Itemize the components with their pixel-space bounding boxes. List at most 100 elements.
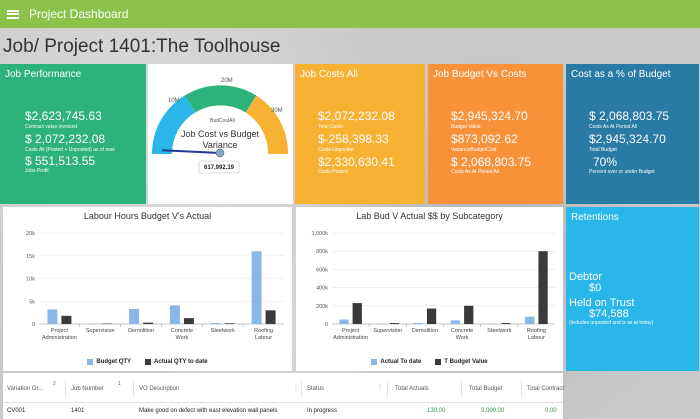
tile-title: Retentions xyxy=(571,212,619,223)
legend-swatch xyxy=(87,359,94,365)
y-tick-label: 0 xyxy=(32,322,35,328)
cell-total-actuals[interactable]: 130.00 xyxy=(427,408,446,414)
tile-title: Cost as a % of Budget xyxy=(571,69,671,80)
y-tick-label: 5k xyxy=(29,299,35,305)
x-tick-label: Supervision xyxy=(373,328,402,334)
app-title: Project Dashboard xyxy=(29,7,129,21)
x-tick-label: Roofing xyxy=(254,328,273,334)
column-header-job-number[interactable]: Job Number xyxy=(71,386,104,392)
chart-title: Labour Hours Budget V's Actual xyxy=(83,211,212,221)
y-tick-label: 10k xyxy=(26,277,35,283)
bar xyxy=(538,251,548,324)
gauge-tick-30m: 30M xyxy=(271,108,283,114)
retentions-tile[interactable]: Retentions Debtor $0 Held on Trust $74,5… xyxy=(566,207,699,371)
sort-indicator: 2 xyxy=(53,381,56,387)
job-costs-all-tile[interactable]: Job Costs All $2,072,232.08 Total Costs … xyxy=(295,64,425,204)
legend-swatch xyxy=(435,359,442,365)
chart-legend: Budget QTY Actual QTY to date xyxy=(3,359,292,365)
column-header-total-actuals[interactable]: Total Actuals xyxy=(395,386,429,392)
x-tick-label: Supervision xyxy=(86,328,115,334)
column-header-total-budget[interactable]: Total Budget xyxy=(469,386,503,392)
legend-label: Actual To date xyxy=(380,359,422,365)
y-tick-label: 20k xyxy=(26,231,35,237)
bar xyxy=(389,323,400,324)
costs-as-at-period-value: $ 2,068,803.75 xyxy=(451,155,532,169)
top-app-bar: Project Dashboard xyxy=(0,0,700,28)
bar xyxy=(487,323,498,325)
y-tick-label: 200k xyxy=(316,304,328,310)
x-tick-label: Work xyxy=(176,335,189,341)
contract-value-invoiced: $2,623,745.63 xyxy=(25,109,102,123)
y-tick-label: 800k xyxy=(316,249,328,255)
x-tick-label: Labour xyxy=(528,335,545,341)
cell-vo-description[interactable]: Make good on defect with east elevation … xyxy=(139,408,278,414)
lab-bud-actual-chart-card[interactable]: Lab Bud V Actual $$ by Subcategory 0 200k… xyxy=(296,207,563,371)
column-divider xyxy=(521,381,522,397)
column-header-variation[interactable]: Variation Or... xyxy=(7,386,44,392)
hamburger-menu-icon[interactable] xyxy=(7,9,19,19)
stat-label: Contract value invoiced xyxy=(25,124,77,130)
legend-label: Budget QTY xyxy=(96,359,132,365)
x-tick-label: Concrete xyxy=(171,328,193,334)
bar xyxy=(169,305,180,324)
x-tick-label: Labour xyxy=(255,335,272,341)
job-performance-tile[interactable]: Job Performance $2,623,745.63 Contract v… xyxy=(0,64,146,204)
cell-status[interactable]: In progress xyxy=(307,408,338,414)
cell-variation[interactable]: CV001 xyxy=(7,408,26,414)
column-header-vo-description[interactable]: VO Description xyxy=(139,386,180,392)
cell-total-budget[interactable]: 3,000.00 xyxy=(481,408,505,414)
legend-swatch xyxy=(145,359,152,365)
filter-icon[interactable]: ⋮ xyxy=(293,385,299,391)
bar xyxy=(47,309,58,324)
filter-icon[interactable]: ⋮ xyxy=(377,385,383,391)
column-divider xyxy=(387,381,388,397)
gauge-band-mid xyxy=(184,85,257,113)
bar xyxy=(183,318,194,324)
variations-table: Variation Or... 2 Job Number 1 VO Descri… xyxy=(3,373,565,419)
legend-swatch xyxy=(371,359,378,365)
cost-variance-gauge-tile[interactable]: 10M 20M 30M BudCostAll Job Cost vs Budge… xyxy=(148,64,293,204)
cell-total-contract[interactable]: 0.00 xyxy=(545,408,557,414)
x-tick-label: Steelwork xyxy=(487,328,511,334)
stat-label: Costs As At Period All xyxy=(451,169,500,175)
legend-item[interactable]: Actual To date xyxy=(371,359,421,365)
gauge-needle xyxy=(162,149,221,154)
debtor-value: $0 xyxy=(589,282,602,294)
job-budget-vs-costs-tile[interactable]: Job Budget Vs Costs $2,945,324.70 Budget… xyxy=(428,64,563,204)
tile-title: Job Performance xyxy=(5,69,82,80)
x-tick-label: Demolition xyxy=(412,328,438,334)
labour-hours-chart-card[interactable]: Labour Hours Budget V's Actual 0 5k 10k 15k… xyxy=(3,207,292,371)
gauge-pivot xyxy=(215,148,225,158)
bar xyxy=(464,305,474,324)
gauge-series-label: BudCostAll xyxy=(210,118,235,124)
legend-item[interactable]: Actual QTY to date xyxy=(145,359,208,365)
legend-item[interactable]: T Budget Value xyxy=(435,359,488,365)
cell-job-number[interactable]: 1401 xyxy=(71,408,85,414)
x-tick-label: Work xyxy=(456,335,469,341)
y-tick-label: 400k xyxy=(316,286,328,292)
bar xyxy=(143,322,154,324)
bar xyxy=(265,310,276,324)
legend-item[interactable]: Budget QTY xyxy=(87,359,131,365)
bar xyxy=(88,323,99,325)
y-tick-label: 1,000k xyxy=(311,231,328,237)
bar xyxy=(413,323,423,324)
stat-label: Budget Value xyxy=(451,124,481,130)
cost-pct-budget-tile[interactable]: Cost as a % of Budget $ 2,068,803.75 Cos… xyxy=(566,64,699,204)
stat-label: Costs Posted xyxy=(318,169,348,175)
held-on-trust-note: (includes unposted and is as at today) xyxy=(569,320,654,326)
x-tick-label: Administration xyxy=(42,335,77,341)
legend-label: Actual QTY to date xyxy=(154,359,208,365)
bar xyxy=(426,308,437,324)
column-header-status[interactable]: Status xyxy=(307,386,325,392)
total-costs-value: $2,072,232.08 xyxy=(318,109,395,123)
bar xyxy=(525,316,535,324)
column-header-total-contract[interactable]: Total Contract xyxy=(527,386,565,392)
y-tick-label: 15k xyxy=(26,254,35,260)
sort-indicator: 1 xyxy=(118,381,121,387)
jobs-profit-value: $ 551,513.55 xyxy=(25,154,96,168)
variance-budget-cost-value: $873,092.62 xyxy=(451,132,518,146)
stat-label: Percent over or under Budget xyxy=(589,169,655,175)
x-tick-label: Roofing xyxy=(527,328,546,334)
gauge-readout-box xyxy=(198,160,240,174)
